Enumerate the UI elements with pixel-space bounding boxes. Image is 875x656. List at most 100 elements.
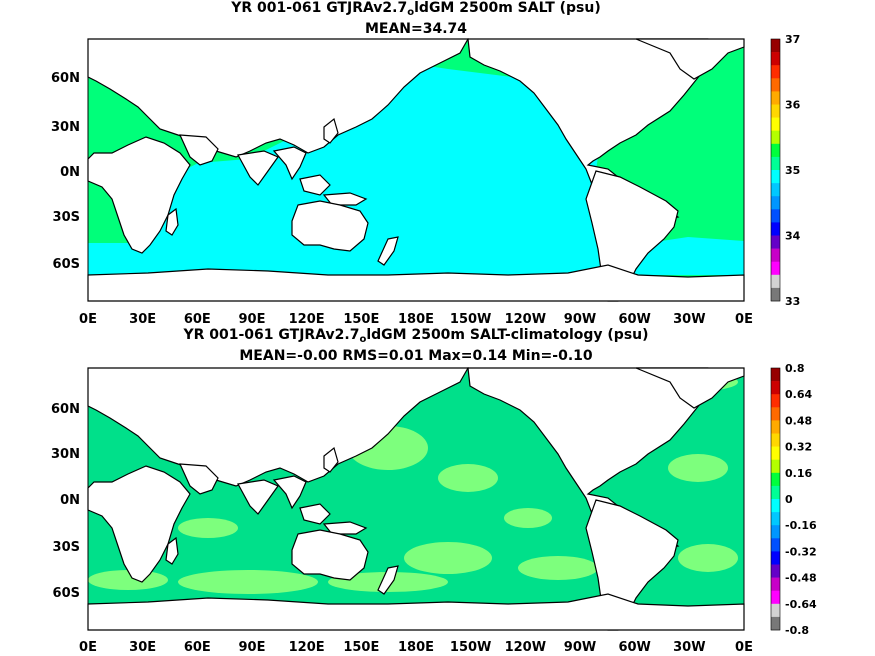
top-y-tick: 30N bbox=[51, 120, 80, 135]
bottom-colorbar-swatch bbox=[771, 499, 780, 513]
bottom-colorbar-swatch bbox=[771, 512, 780, 526]
top-x-tick: 150E bbox=[343, 312, 379, 327]
top-colorbar-swatch bbox=[771, 117, 780, 131]
top-colorbar-label: 34 bbox=[785, 230, 801, 243]
top-colorbar-swatch bbox=[771, 52, 780, 66]
top-colorbar-swatch bbox=[771, 104, 780, 118]
top-colorbar-label: 37 bbox=[785, 33, 800, 46]
top-colorbar-label: 35 bbox=[785, 164, 800, 177]
bottom-colorbar-frame bbox=[770, 367, 781, 631]
bottom-x-tick: 150E bbox=[343, 640, 379, 655]
top-colorbar-swatch bbox=[771, 39, 780, 53]
bottom-colorbar-swatch bbox=[771, 551, 780, 565]
bottom-colorbar-swatch bbox=[771, 590, 780, 605]
bottom-colorbar-swatch bbox=[771, 577, 780, 591]
top-colorbar-swatch bbox=[771, 65, 780, 79]
top-x-tick: 60W bbox=[618, 312, 650, 327]
bottom-x-tick: 180E bbox=[398, 640, 434, 655]
top-colorbar-label: 33 bbox=[785, 295, 800, 308]
top-title-suffix: ldGM 2500m SALT (psu) bbox=[414, 0, 601, 16]
top-x-tick: 90E bbox=[239, 312, 266, 327]
bottom-y-tick: 60S bbox=[53, 586, 80, 601]
top-title-prefix: YR 001-061 GTJRAv2.7 bbox=[231, 0, 408, 16]
top-map-stats: MEAN=34.74 bbox=[364, 21, 468, 37]
top-title-subscript: o bbox=[407, 7, 415, 18]
bottom-colorbar-swatch bbox=[771, 368, 780, 382]
top-x-tick: 120E bbox=[289, 312, 325, 327]
bottom-colorbar-label: -0.16 bbox=[785, 519, 817, 532]
bottom-colorbar-label: -0.32 bbox=[785, 545, 817, 558]
bottom-map-title: YR 001-061 GTJRAv2.7oldGM 2500m SALT-cli… bbox=[88, 327, 744, 345]
top-map bbox=[87, 38, 745, 302]
top-y-tick: 60S bbox=[53, 257, 80, 272]
top-x-tick: 120W bbox=[505, 312, 546, 327]
bottom-colorbar-label: -0.64 bbox=[785, 598, 817, 611]
bottom-colorbar-label: 0.8 bbox=[785, 362, 805, 375]
bottom-title-prefix: YR 001-061 GTJRAv2.7 bbox=[183, 327, 360, 343]
bottom-colorbar-label: 0.64 bbox=[785, 388, 812, 401]
top-map-title: YR 001-061 GTJRAv2.7oldGM 2500m SALT (ps… bbox=[88, 0, 744, 18]
top-colorbar-swatch bbox=[771, 274, 780, 289]
bottom-x-tick: 0E bbox=[79, 640, 97, 655]
bottom-colorbar-swatch bbox=[771, 381, 780, 395]
bottom-colorbar-swatch bbox=[771, 394, 780, 408]
bottom-y-tick: 0N bbox=[60, 493, 80, 508]
top-colorbar-swatch bbox=[771, 91, 780, 105]
bottom-x-tick: 30E bbox=[129, 640, 156, 655]
bottom-map bbox=[87, 367, 745, 631]
top-colorbar-swatch bbox=[771, 261, 780, 276]
bottom-x-tick: 120E bbox=[289, 640, 325, 655]
bottom-y-tick: 30N bbox=[51, 447, 80, 462]
top-colorbar-swatch bbox=[771, 196, 780, 210]
top-colorbar-swatch bbox=[771, 78, 780, 92]
top-y-tick: 60N bbox=[51, 71, 80, 86]
bottom-colorbar-label: -0.8 bbox=[785, 624, 809, 637]
bottom-title-subscript: o bbox=[359, 334, 367, 345]
bottom-colorbar-swatch bbox=[771, 472, 780, 487]
bottom-colorbar-swatch bbox=[771, 420, 780, 434]
bottom-colorbar-swatch bbox=[771, 525, 780, 539]
bottom-x-tick: 90W bbox=[564, 640, 596, 655]
top-x-tick: 30E bbox=[129, 312, 156, 327]
bottom-x-tick: 150W bbox=[450, 640, 491, 655]
top-colorbar: 37 36 35 34 33 bbox=[770, 33, 801, 308]
top-colorbar-frame bbox=[770, 38, 781, 302]
top-x-tick: 60E bbox=[184, 312, 211, 327]
top-colorbar-label: 36 bbox=[785, 99, 801, 112]
bottom-colorbar-label: 0.48 bbox=[785, 414, 812, 427]
bottom-map-frame bbox=[87, 367, 745, 631]
bottom-colorbar-swatch bbox=[771, 564, 780, 578]
top-colorbar-swatch bbox=[771, 170, 780, 184]
bottom-colorbar-swatch bbox=[771, 616, 780, 631]
top-colorbar-swatch bbox=[771, 156, 780, 171]
bottom-colorbar-label: 0.32 bbox=[785, 441, 812, 454]
bottom-x-tick: 30W bbox=[673, 640, 705, 655]
bottom-colorbar-swatch bbox=[771, 407, 780, 421]
bottom-colorbar-label: 0.16 bbox=[785, 467, 812, 480]
bottom-x-tick: 60W bbox=[618, 640, 650, 655]
bottom-colorbar-label: 0 bbox=[785, 493, 793, 506]
bottom-title-suffix: ldGM 2500m SALT-climatology (psu) bbox=[366, 327, 649, 343]
top-x-tick: 30W bbox=[673, 312, 705, 327]
top-colorbar-swatch bbox=[771, 287, 780, 302]
bottom-x-tick: 0E bbox=[735, 640, 753, 655]
top-x-tick: 0E bbox=[735, 312, 753, 327]
top-colorbar-swatch bbox=[771, 130, 780, 145]
top-colorbar-swatch bbox=[771, 235, 780, 249]
top-map-frame bbox=[87, 38, 745, 302]
top-x-tick: 150W bbox=[450, 312, 491, 327]
bottom-colorbar-swatch bbox=[771, 433, 780, 447]
bottom-colorbar-label: -0.48 bbox=[785, 572, 817, 585]
top-x-tick: 180E bbox=[398, 312, 434, 327]
bottom-colorbar-swatch bbox=[771, 538, 780, 552]
bottom-colorbar-swatch bbox=[771, 459, 780, 474]
top-colorbar-swatch bbox=[771, 143, 780, 158]
bottom-colorbar-swatch bbox=[771, 603, 780, 618]
bottom-x-tick: 90E bbox=[239, 640, 266, 655]
bottom-y-tick: 30S bbox=[53, 540, 80, 555]
bottom-x-tick: 120W bbox=[505, 640, 546, 655]
bottom-colorbar-swatch bbox=[771, 485, 780, 500]
bottom-colorbar-swatch bbox=[771, 446, 780, 460]
top-y-tick: 0N bbox=[60, 165, 80, 180]
